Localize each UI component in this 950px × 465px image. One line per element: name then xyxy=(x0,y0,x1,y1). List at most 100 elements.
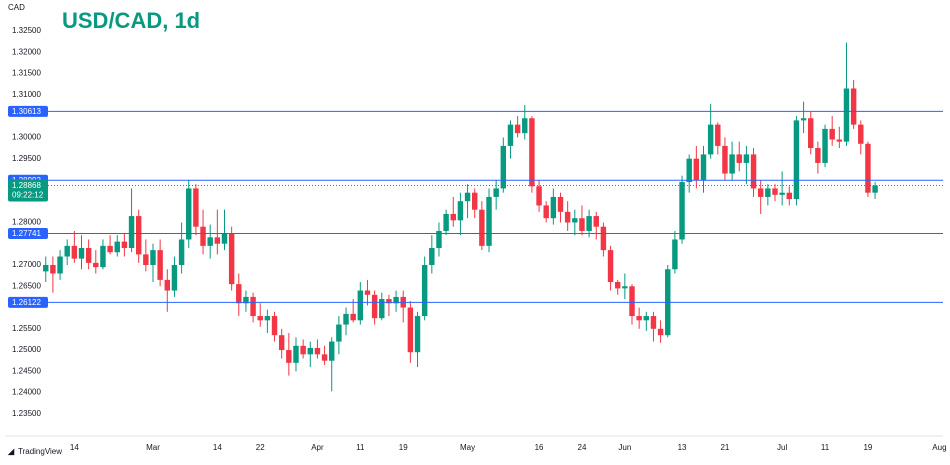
candle-body xyxy=(522,118,528,134)
candle-body xyxy=(414,316,421,353)
candle-body xyxy=(228,233,235,285)
candle-body xyxy=(100,245,106,268)
x-tick-label: 24 xyxy=(578,443,587,452)
candle-body xyxy=(57,256,63,274)
last-price-box xyxy=(8,179,48,202)
branding-icon: ◢ xyxy=(7,447,15,456)
candle-body xyxy=(686,158,692,183)
x-tick-label: 21 xyxy=(720,443,729,452)
candle-body xyxy=(836,139,843,142)
candle-body xyxy=(622,286,628,289)
x-tick-label: Apr xyxy=(311,443,324,452)
candle-body xyxy=(93,262,99,268)
x-tick-label: 19 xyxy=(399,443,408,452)
candle-body xyxy=(243,296,249,304)
candle-body xyxy=(221,233,228,244)
candle-body xyxy=(464,192,471,202)
candle-body xyxy=(78,247,85,259)
x-tick-label: Aug xyxy=(932,443,946,452)
candle-body xyxy=(493,188,499,197)
candle-body xyxy=(722,145,728,174)
chart-title: USD/CAD, 1d xyxy=(62,8,200,33)
candle-body xyxy=(379,299,385,319)
x-tick-label: 19 xyxy=(863,443,872,452)
candle-body xyxy=(865,143,871,193)
level-label-box xyxy=(8,296,48,308)
y-tick-label: 1.32500 xyxy=(12,26,41,35)
x-tick-label: 11 xyxy=(821,443,830,452)
candle-body xyxy=(564,211,571,223)
candle-body xyxy=(500,145,507,189)
candle-body xyxy=(786,192,793,200)
candle-body xyxy=(800,118,807,121)
candle-body xyxy=(107,245,113,253)
candle-body xyxy=(507,124,514,146)
y-tick-label: 1.28000 xyxy=(12,218,41,227)
level-label: 1.30613 xyxy=(12,107,41,116)
candle-body xyxy=(650,316,657,329)
candle-body xyxy=(471,192,478,210)
plot-area: 1.32500 1.32000 1.31500 1.31000 1.30000 1.295… xyxy=(12,26,878,418)
candle-body xyxy=(700,154,707,180)
candle-body xyxy=(150,250,156,266)
candle-body xyxy=(536,186,542,206)
candle-body xyxy=(236,284,242,304)
candle-body xyxy=(164,279,171,291)
y-tick-label: 1.26500 xyxy=(12,281,41,290)
candle-body xyxy=(822,128,828,163)
candle-body xyxy=(693,158,700,180)
level-label-box xyxy=(8,105,48,117)
candle-body xyxy=(772,188,778,195)
last-price-label: 1.28868 xyxy=(12,181,41,190)
candle-body xyxy=(808,118,814,149)
candle-body xyxy=(436,230,442,248)
candle-body xyxy=(815,148,821,163)
candle-body xyxy=(171,265,178,291)
y-tick-label: 1.25500 xyxy=(12,324,41,333)
candle-body xyxy=(314,347,321,355)
y-tick-label: 1.24500 xyxy=(12,366,41,375)
candle-body xyxy=(157,250,163,280)
x-tick-label: Mar xyxy=(146,443,160,452)
y-tick-label: 1.31000 xyxy=(12,90,41,99)
x-tick-label: Jul xyxy=(777,443,787,452)
candle-body xyxy=(128,216,135,248)
level-label-box xyxy=(8,227,48,239)
candle-body xyxy=(271,316,278,336)
candle-body xyxy=(858,124,864,144)
y-tick-label: 1.30000 xyxy=(12,133,41,142)
candle-body xyxy=(50,265,56,274)
candle-body xyxy=(757,188,764,197)
countdown-label: 09:22:12 xyxy=(12,191,44,200)
candle-body xyxy=(114,241,120,253)
y-tick-label: 1.24000 xyxy=(12,388,41,397)
candle-body xyxy=(371,294,378,319)
candle-body xyxy=(872,185,878,193)
candle-body xyxy=(71,245,78,259)
candle-body xyxy=(343,313,349,325)
candle-body xyxy=(636,316,642,321)
candle-body xyxy=(629,286,635,317)
candle-body xyxy=(729,154,735,174)
candle-body xyxy=(257,316,263,321)
candle-body xyxy=(357,290,364,321)
candle-body xyxy=(321,354,328,361)
level-label: 1.27741 xyxy=(12,229,41,238)
candle-body xyxy=(421,265,428,317)
candle-body xyxy=(743,154,750,163)
candle-body xyxy=(293,345,299,363)
candle-body xyxy=(600,226,607,251)
candle-body xyxy=(300,345,306,355)
x-tick-label: 11 xyxy=(356,443,365,452)
candle-body xyxy=(457,201,464,221)
candle-body xyxy=(750,154,757,189)
candle-body xyxy=(186,188,192,240)
candle-body xyxy=(779,192,785,195)
candle-body xyxy=(586,216,592,231)
x-tick-label: May xyxy=(460,443,475,452)
y-tick-label: 1.25000 xyxy=(12,345,41,354)
candle-body xyxy=(214,237,221,244)
currency-label: CAD xyxy=(8,3,25,12)
candle-body xyxy=(843,88,850,142)
